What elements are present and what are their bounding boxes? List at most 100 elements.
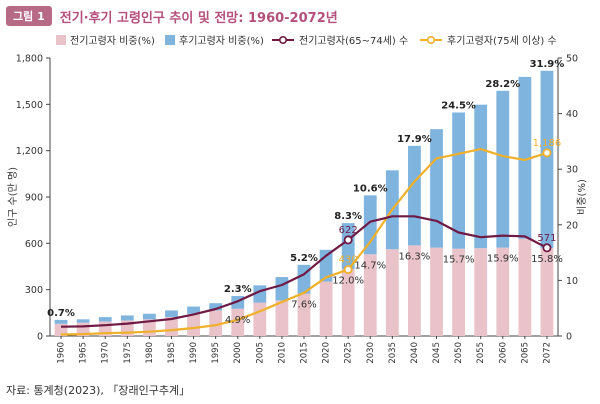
y2-tick-label: 10 (566, 276, 578, 287)
bar-late-share (142, 313, 156, 320)
chart-labels: 0.7% 2.3% 5.2% 8.3% 10.6% 17.9% 24.5% 28.2% 31.9… (47, 59, 564, 326)
x-tick-label: 2015 (300, 342, 310, 364)
bar-late-share (120, 315, 134, 321)
legend-label: 전기고령자(65~74세) 수 (299, 35, 408, 47)
bar-early-share (452, 248, 466, 336)
x-tick-label: 2040 (410, 342, 420, 364)
bar-late-share (474, 104, 488, 249)
y-tick-label: 900 (25, 193, 43, 204)
x-tick-label: 2065 (520, 342, 530, 364)
line-late-count (60, 147, 548, 336)
early-share-label: 4.9% (225, 315, 250, 326)
early-share-label: 15.9% (487, 254, 519, 265)
legend-label: 전기고령자 비중(%) (70, 35, 155, 47)
line-early-count-marker (343, 235, 353, 245)
bar-early-share (253, 302, 267, 336)
bar-early-share (319, 281, 333, 336)
late-share-label: 2.3% (224, 284, 252, 295)
bar-late-share (187, 306, 200, 314)
early-share-label: 7.6% (291, 300, 316, 311)
early-share-label: 12.0% (332, 275, 364, 286)
late-share-label: 10.6% (353, 183, 388, 194)
bar-late-share (209, 303, 223, 311)
early-share-label: 15.8% (531, 254, 563, 265)
bar-late-share (54, 319, 68, 324)
x-tick-label: 2030 (366, 342, 376, 364)
late-share-label: 24.5% (441, 100, 476, 111)
late-share-label: 28.2% (485, 79, 520, 90)
y-tick-label: 300 (25, 285, 43, 296)
line-early-count (60, 215, 548, 328)
bar-late-share (165, 310, 178, 318)
bar-early-share (231, 308, 245, 336)
line-late-count-marker (542, 148, 552, 158)
legend-marker (278, 36, 287, 45)
x-tick-label: 2060 (498, 342, 508, 364)
figure-header: 그림 1 전기·후기 고령인구 추이 및 전망: 1960-2072년 (6, 6, 338, 26)
x-tick-label: 2025 (344, 342, 354, 364)
y2-tick-label: 20 (566, 220, 578, 231)
late-count-label: 430 (339, 255, 358, 266)
x-tick-label: 2055 (476, 342, 486, 364)
legend-swatch (56, 35, 66, 45)
bar-late-share (76, 319, 90, 323)
x-tick-label: 1985 (167, 342, 177, 364)
late-share-label: 5.2% (290, 253, 318, 264)
x-tick-label: 2035 (388, 342, 398, 364)
y-tick-label: 1,500 (16, 100, 43, 111)
bar-late-share (540, 70, 554, 249)
early-share-label: 15.7% (443, 255, 475, 266)
early-share-label: 14.7% (354, 260, 386, 271)
x-tick-label: 1990 (189, 342, 199, 364)
legend-swatch (165, 35, 175, 45)
bar-late-share (275, 277, 289, 301)
line-early-count-marker (542, 243, 552, 253)
bar-early-share (385, 249, 399, 336)
legend-label: 후기고령자 비중(%) (179, 35, 264, 47)
figure-title: 전기·후기 고령인구 추이 및 전망: 1960-2072년 (59, 10, 338, 26)
chart: 전기고령자 비중(%) 후기고령자 비중(%) 전기고령자(65~74세) 수 후기고… (7, 35, 588, 364)
bar-early-share (474, 248, 488, 336)
line-late-count-marker (343, 265, 353, 275)
bar-early-share (496, 247, 510, 336)
x-tick-label: 2045 (432, 342, 442, 364)
bar-late-share (341, 223, 355, 270)
x-tick-label: 1980 (145, 342, 155, 364)
chart-bars (54, 70, 554, 336)
legend-label: 후기고령자(75세 이상) 수 (447, 35, 557, 47)
y-tick-label: 1,800 (16, 54, 43, 65)
y-axis-title: 인구 수(만 명) (7, 167, 19, 227)
late-share-label: 0.7% (47, 308, 75, 319)
x-tick-label: 1965 (79, 342, 89, 364)
y-tick-label: 0 (37, 332, 43, 343)
early-count-label: 571 (537, 233, 556, 244)
x-tick-label: 2000 (233, 342, 243, 364)
early-count-label: 622 (339, 225, 358, 236)
bar-late-share (363, 195, 377, 255)
bar-late-share (408, 145, 421, 246)
bar-early-share (518, 238, 532, 336)
x-tick-label: 2020 (322, 342, 332, 364)
bar-early-share (275, 300, 289, 336)
bar-late-share (518, 76, 532, 239)
y-tick-label: 600 (25, 239, 43, 250)
figure-badge: 그림 1 (6, 6, 52, 26)
late-share-label: 17.9% (397, 134, 432, 145)
bar-late-share (452, 112, 466, 249)
bar-early-share (297, 293, 311, 336)
x-tick-label: 1975 (123, 342, 133, 364)
x-tick-label: 2072 (542, 342, 552, 364)
bar-early-share (540, 248, 554, 336)
x-tick-label: 1970 (101, 342, 111, 364)
legend-marker (426, 36, 435, 45)
late-share-label: 8.3% (334, 211, 362, 222)
bar-early-share (187, 313, 200, 336)
bar-late-share (496, 90, 510, 248)
y2-tick-label: 40 (566, 109, 578, 120)
x-tick-label: 2050 (454, 342, 464, 364)
chart-legend: 전기고령자 비중(%) 후기고령자 비중(%) 전기고령자(65~74세) 수 후기고… (56, 35, 557, 47)
bar-early-share (408, 245, 421, 336)
y2-tick-label: 0 (566, 332, 572, 343)
bar-late-share (98, 317, 112, 322)
late-count-label: 1,186 (533, 138, 562, 149)
